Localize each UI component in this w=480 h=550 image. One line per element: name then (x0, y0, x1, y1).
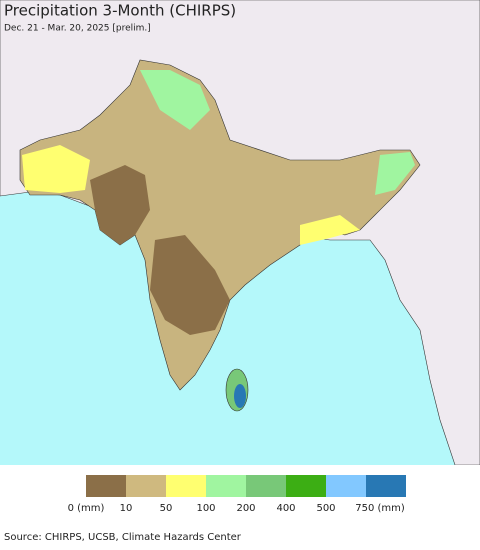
legend-swatch (246, 475, 286, 497)
legend-label: 750 (mm) (355, 503, 405, 514)
legend-swatch (86, 475, 126, 497)
sri-lanka-wet (234, 384, 246, 408)
arid-patch (90, 165, 150, 245)
legend: 0 (mm) 10 50 100 200 400 500 750 (mm) (68, 475, 406, 514)
legend-swatch (126, 475, 166, 497)
legend-label: 500 (316, 503, 335, 514)
legend-swatch (326, 475, 366, 497)
title: Precipitation 3-Month (CHIRPS) (4, 2, 236, 20)
source: Source: CHIRPS, UCSB, Climate Hazards Ce… (4, 532, 242, 543)
legend-label: 100 (196, 503, 215, 514)
legend-label: 400 (276, 503, 295, 514)
legend-swatch (206, 475, 246, 497)
dry-patch (22, 145, 90, 193)
legend-label: 10 (120, 503, 133, 514)
legend-swatch (286, 475, 326, 497)
wet-patch (140, 70, 210, 130)
legend-label: 50 (160, 503, 173, 514)
legend-label: 200 (236, 503, 255, 514)
subtitle: Dec. 21 - Mar. 20, 2025 [prelim.] (4, 24, 151, 34)
legend-swatch (166, 475, 206, 497)
arid-patch (150, 235, 230, 335)
legend-label: 0 (mm) (68, 503, 105, 514)
dry-patch (300, 215, 360, 245)
legend-swatch (366, 475, 406, 497)
wet-patch (375, 152, 415, 195)
